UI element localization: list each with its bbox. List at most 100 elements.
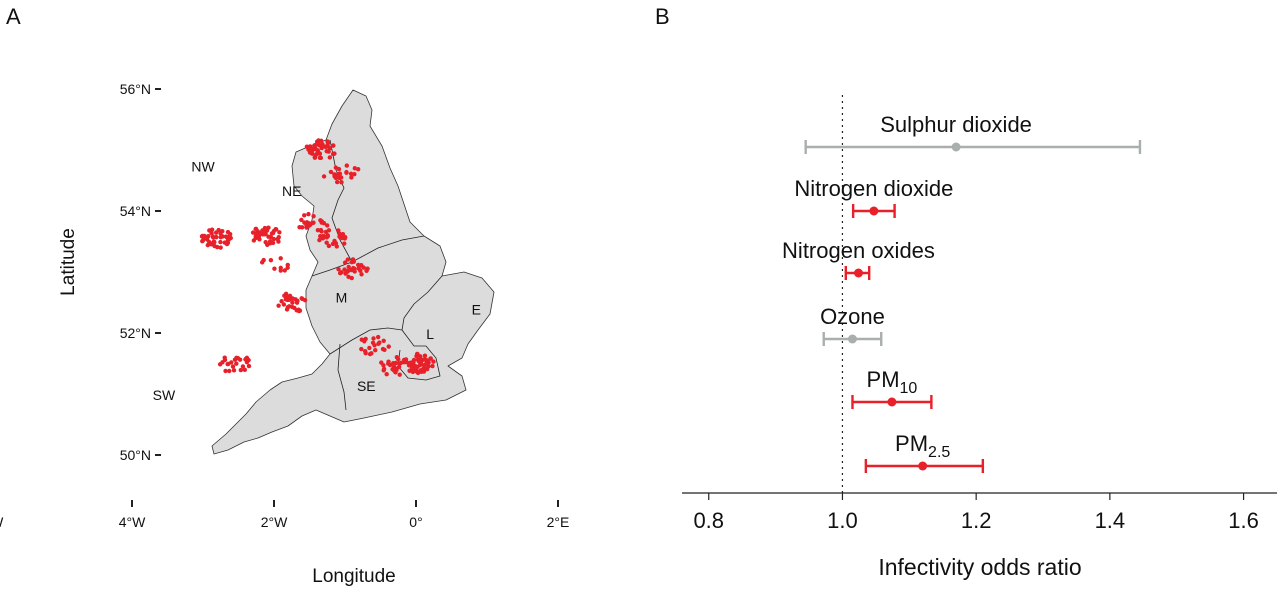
case-point xyxy=(297,308,303,313)
case-point xyxy=(302,213,307,218)
case-point xyxy=(337,175,342,181)
case-point xyxy=(418,356,423,361)
region-label: NE xyxy=(282,183,301,199)
case-point xyxy=(271,236,277,242)
case-point xyxy=(305,223,311,228)
map-points-layer xyxy=(199,138,436,377)
odds-ratio-point xyxy=(951,142,961,152)
x-tick-label: 1.2 xyxy=(961,508,992,533)
odds-ratio-point xyxy=(847,334,857,344)
case-point xyxy=(326,149,331,154)
case-point xyxy=(224,240,229,246)
case-point xyxy=(336,267,341,272)
lat-tick-label: 52°N xyxy=(120,325,151,341)
case-point xyxy=(209,227,215,232)
case-point xyxy=(200,238,205,244)
pollutant-label: Ozone xyxy=(820,304,885,329)
case-point xyxy=(394,366,399,372)
case-point xyxy=(318,234,323,239)
case-point xyxy=(393,360,399,366)
case-point xyxy=(413,363,418,369)
case-point xyxy=(253,234,258,239)
x-axis-ticks: 0.8 1.0 1.2 1.4 1.6 xyxy=(693,493,1259,533)
case-point xyxy=(393,370,398,375)
case-point xyxy=(344,163,349,168)
case-point xyxy=(411,359,416,365)
case-point xyxy=(279,299,284,304)
case-point xyxy=(276,303,281,308)
case-point xyxy=(237,357,243,362)
map-longitude-axis: 6°W 4°W 2°W 0° 2°E xyxy=(0,500,569,530)
pollutant-subscript: 10 xyxy=(900,380,918,397)
forest-row: PM10 xyxy=(851,367,933,409)
case-point xyxy=(212,239,217,245)
nw-ne-border xyxy=(329,139,353,263)
region-label: SE xyxy=(357,378,376,394)
lat-tick-label: 54°N xyxy=(120,203,151,219)
odds-ratio-point xyxy=(869,206,879,216)
map-y-axis-label: Latitude xyxy=(58,228,79,296)
case-point xyxy=(337,271,343,276)
x-tick-label: 0.8 xyxy=(693,508,724,533)
pollutant-subscript: 2.5 xyxy=(928,444,950,461)
pollutant-label: PM2.5 xyxy=(895,431,950,461)
case-point xyxy=(321,233,326,239)
case-point xyxy=(284,294,289,299)
case-point xyxy=(227,368,232,374)
map-latitude-axis: 50°N 52°N 54°N 56°N xyxy=(120,81,161,463)
case-point xyxy=(355,262,361,268)
case-point xyxy=(230,364,236,369)
case-point xyxy=(287,304,292,309)
case-point xyxy=(315,148,321,153)
lat-tick-label: 50°N xyxy=(120,447,151,463)
case-point xyxy=(199,234,205,239)
case-point xyxy=(281,302,287,307)
region-label: E xyxy=(472,302,481,318)
case-point xyxy=(285,265,290,270)
case-point xyxy=(417,362,423,368)
case-point xyxy=(220,234,225,239)
case-point xyxy=(422,353,428,358)
pollutant-name: Nitrogen dioxide xyxy=(794,176,953,201)
case-point xyxy=(325,223,330,228)
case-point xyxy=(234,361,239,366)
case-point xyxy=(310,151,315,156)
case-point xyxy=(428,356,433,361)
case-point xyxy=(218,245,223,250)
case-point xyxy=(421,366,427,372)
case-point xyxy=(299,217,304,223)
case-point xyxy=(336,228,341,233)
case-point xyxy=(406,363,412,368)
sw-se-border xyxy=(337,343,347,411)
england-map: NW NE M E L SE SW 50°N 52°N 54°N 56°N 6°W 4°W 2°W 0°… xyxy=(0,81,569,587)
lat-tick-label: 56°N xyxy=(120,81,151,97)
case-point xyxy=(386,344,391,349)
forest-x-axis-label: Infectivity odds ratio xyxy=(878,554,1081,580)
case-point xyxy=(313,142,319,147)
case-point xyxy=(276,235,281,240)
case-point xyxy=(220,229,225,234)
case-point xyxy=(409,367,414,373)
case-point xyxy=(286,297,292,303)
pollutant-name: PM xyxy=(895,431,928,456)
case-point xyxy=(311,213,316,219)
case-point xyxy=(272,266,277,271)
case-point xyxy=(359,272,364,277)
case-point xyxy=(319,220,324,225)
case-point xyxy=(260,232,265,237)
case-point xyxy=(369,351,374,356)
case-point xyxy=(290,300,295,305)
case-point xyxy=(316,138,321,143)
case-point xyxy=(370,340,376,346)
case-point xyxy=(342,241,347,246)
case-point xyxy=(334,244,339,249)
case-point xyxy=(328,169,334,175)
case-point xyxy=(320,141,325,147)
case-point xyxy=(260,228,265,233)
region-borders xyxy=(311,139,443,411)
odds-ratio-point xyxy=(918,461,928,471)
region-label: L xyxy=(426,326,434,342)
case-point xyxy=(270,240,276,246)
case-point xyxy=(359,337,364,342)
case-point xyxy=(225,229,231,235)
